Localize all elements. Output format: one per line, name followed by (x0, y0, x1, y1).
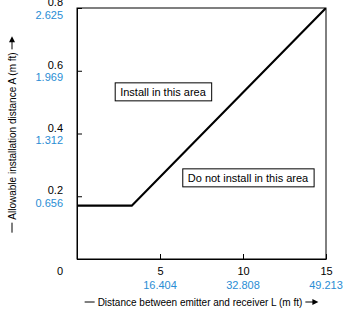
x-tick-label: 15 (320, 265, 332, 277)
x-axis-line (78, 259, 327, 260)
y-tick-mark (77, 134, 82, 135)
x-tick: 10 (237, 254, 249, 277)
y-axis-title-text: Allowable installation distance A (m ft) (7, 52, 18, 219)
y2-tick-label: 1.969 (35, 71, 63, 83)
x-axis-title-dash (85, 302, 95, 303)
plot-area (77, 8, 326, 206)
x-tick-mark (160, 254, 161, 259)
y-tick: 0.4 (48, 122, 82, 134)
x-axis-title: Distance between emitter and receiver L … (85, 297, 319, 308)
data-line (77, 8, 326, 206)
y2-tick-labels: 0.656 1.312 1.969 2.625 (35, 9, 63, 209)
x-tick-mark (243, 254, 244, 259)
y-tick: 0.6 (48, 59, 82, 71)
y-tick-mark (77, 8, 82, 9)
x2-tick-label: 49.213 (309, 279, 343, 291)
x-tick-mark (326, 254, 327, 259)
x2-tick-labels: 16.404 32.808 49.213 (143, 279, 343, 291)
x-tick: 5 (157, 254, 163, 277)
annotation-text: Do not install in this area (188, 172, 309, 184)
y-tick-label: 0.2 (48, 184, 63, 196)
x-axis: 5 10 15 (78, 254, 333, 277)
x-axis-title-arrow-shaft (305, 302, 313, 303)
y2-tick-label: 1.312 (35, 134, 63, 146)
x-tick-label: 5 (157, 265, 163, 277)
y-tick-label: 0 (57, 265, 63, 277)
y-tick: 0 (57, 260, 82, 278)
x-axis-title-arrow-head (312, 299, 318, 305)
annotation-text: Install in this area (120, 86, 206, 98)
x2-tick-label: 32.808 (226, 279, 260, 291)
y-tick-label: 0.4 (48, 122, 63, 134)
chart-container: Install in this area Do not install in th… (0, 0, 350, 310)
y-axis-title: Allowable installation distance A (m ft) (7, 36, 18, 232)
annotation: Do not install in this area (183, 169, 314, 187)
x2-tick-label: 16.404 (143, 279, 177, 291)
y2-tick-label: 2.625 (35, 9, 63, 21)
annotation-box (183, 169, 314, 187)
y-axis-title-arrow-head (9, 36, 15, 42)
plot-frame (77, 8, 326, 259)
chart-svg: Install in this area Do not install in th… (0, 0, 350, 310)
x-tick: 15 (320, 254, 332, 277)
annotation-box (115, 83, 211, 101)
y-tick-label: 0.8 (48, 0, 63, 8)
y-axis-title-arrow-shaft (12, 41, 13, 49)
x-tick-label: 10 (237, 265, 249, 277)
y-axis-title-dash (12, 223, 13, 233)
y-tick: 0.8 (48, 0, 82, 9)
y2-tick-label: 0.656 (35, 197, 63, 209)
y-tick-label: 0.6 (48, 59, 63, 71)
y-tick: 0.2 (48, 184, 82, 196)
annotation: Install in this area (115, 83, 211, 101)
y-tick-mark (77, 71, 82, 72)
y-tick-mark (77, 196, 82, 197)
x-axis-title-text: Distance between emitter and receiver L … (98, 297, 303, 308)
